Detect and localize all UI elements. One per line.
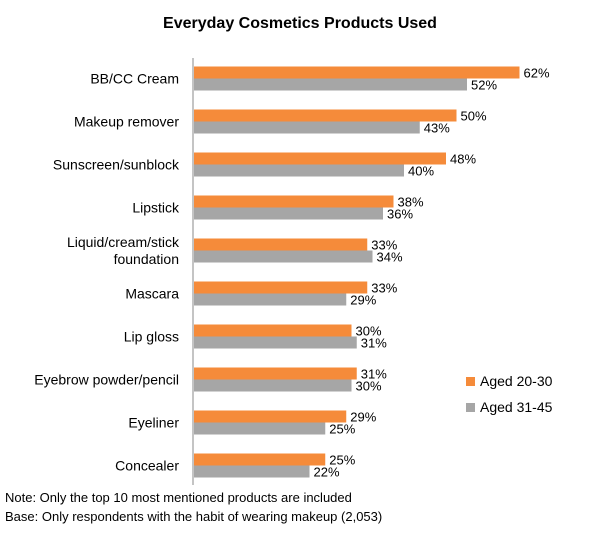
bar-series1 [194,367,357,380]
chart-title: Everyday Cosmetics Products Used [163,15,437,32]
data-label: 22% [314,465,340,480]
category-label: Sunscreen/sunblock [53,157,180,173]
bar-series2 [194,78,467,91]
data-label: 36% [387,207,413,222]
data-label: 33% [371,238,397,253]
bar-series1 [194,281,368,294]
bar-series1 [194,238,368,251]
bar-series2 [194,422,326,435]
bar-series2 [194,164,404,177]
bar-series1 [194,410,347,423]
data-label: 25% [329,422,355,437]
footnotes: Note: Only the top 10 most mentioned pro… [5,488,382,526]
category-label-line: Concealer [115,458,179,474]
data-label: 31% [361,336,387,351]
data-label: 31% [361,367,387,382]
bar-series2 [194,336,357,349]
category-label: BB/CC Cream [90,71,179,87]
category-label: Lip gloss [124,329,179,345]
legend-label: Aged 20-30 [480,373,553,389]
category-label-line: Sunscreen/sunblock [53,157,180,173]
bar-series1 [194,324,352,337]
bar-series2 [194,465,310,478]
data-label: 25% [329,453,355,468]
category-label-line: foundation [114,251,179,267]
legend: Aged 20-30 Aged 31-45 [466,373,553,415]
data-label: 43% [424,121,450,136]
category-label-line: Eyebrow powder/pencil [34,372,179,388]
data-label: 52% [471,78,497,93]
category-label: Makeup remover [74,114,179,130]
legend-swatch [466,403,475,412]
bar-series1 [194,152,446,165]
data-label: 29% [350,293,376,308]
category-label: Concealer [115,458,179,474]
data-label: 62% [524,66,550,81]
data-label: 40% [408,164,434,179]
bar-series2 [194,293,347,306]
category-label-line: Mascara [125,286,179,302]
category-label: Lipstick [132,200,180,216]
category-label-line: Eyeliner [128,415,179,431]
data-label: 50% [461,109,487,124]
bar-series2 [194,379,352,392]
category-label: Mascara [125,286,179,302]
plot-area: BB/CC Cream 62% 52% Makeup remover 50% 43% Sun… [34,58,550,485]
data-label: 33% [371,281,397,296]
legend-swatch [466,377,475,386]
bar-series2 [194,250,373,263]
note-text: Note: Only the top 10 most mentioned pro… [5,490,352,505]
bar-series2 [194,207,383,220]
data-label: 30% [356,379,382,394]
category-label-line: Lipstick [132,200,180,216]
bar-series1 [194,109,457,122]
category-label: Eyeliner [128,415,179,431]
base-text: Base: Only respondents with the habit of… [5,509,383,524]
category-label-line: Makeup remover [74,114,179,130]
bar-series1 [194,66,520,79]
category-label: Liquid/cream/stick foundation [67,234,180,267]
data-label: 38% [398,195,424,210]
legend-label: Aged 31-45 [480,399,553,415]
bar-series2 [194,121,420,134]
data-label: 34% [377,250,403,265]
bar-series1 [194,195,394,208]
category-label-line: Lip gloss [124,329,179,345]
bar-series1 [194,453,326,466]
category-label-line: Liquid/cream/stick [67,234,180,250]
category-label-line: BB/CC Cream [90,71,179,87]
category-label: Eyebrow powder/pencil [34,372,179,388]
data-label: 29% [350,410,376,425]
bar-chart: Everyday Cosmetics Products Used BB/CC C… [34,15,553,485]
data-label: 48% [450,152,476,167]
data-label: 30% [356,324,382,339]
